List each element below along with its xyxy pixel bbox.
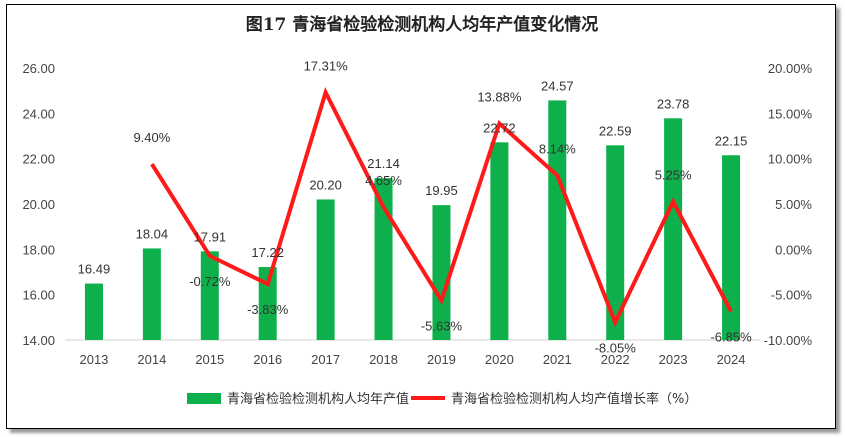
line-label-2015: -0.72% bbox=[189, 274, 231, 289]
x-tick-2024: 2024 bbox=[717, 352, 746, 367]
bar-2019 bbox=[432, 205, 451, 340]
bar-2017 bbox=[316, 199, 335, 340]
line-data-labels: 9.40% -0.72% -3.83% 17.31% 4.65% -5.63% 13.88%… bbox=[133, 58, 752, 355]
x-axis: 2013 2014 2015 2016 2017 2018 2019 2020 2021 2022… bbox=[79, 352, 745, 367]
bar-2023 bbox=[664, 118, 683, 340]
line-label-2019: -5.63% bbox=[421, 318, 463, 333]
bar-2015 bbox=[200, 251, 219, 340]
y-axis-left: 14.00 16.00 18.00 20.00 22.00 24.00 26.00 bbox=[22, 61, 55, 348]
growth-rate-line bbox=[150, 87, 733, 328]
x-tick-2021: 2021 bbox=[543, 352, 572, 367]
bar-2024 bbox=[722, 155, 741, 340]
bar-2016 bbox=[258, 267, 277, 340]
line-label-2016: -3.83% bbox=[247, 302, 289, 317]
bar-2013 bbox=[84, 283, 103, 340]
y-right-tick: -10.00% bbox=[764, 333, 813, 348]
y-left-tick: 26.00 bbox=[22, 61, 55, 76]
chart-frame bbox=[6, 4, 836, 429]
y-right-tick: 5.00% bbox=[775, 197, 812, 212]
x-tick-2015: 2015 bbox=[195, 352, 224, 367]
bar-label-2022: 22.59 bbox=[599, 123, 632, 138]
line-series bbox=[150, 87, 733, 328]
bar-2018 bbox=[374, 178, 393, 340]
y-right-tick: 15.00% bbox=[768, 106, 813, 121]
legend-line-label: 青海省检验检测机构人均产值增长率（%） bbox=[451, 391, 697, 407]
y-left-tick: 14.00 bbox=[22, 333, 55, 348]
x-tick-2013: 2013 bbox=[79, 352, 108, 367]
bar-label-2020: 22.72 bbox=[483, 120, 516, 135]
y-left-tick: 20.00 bbox=[22, 197, 55, 212]
x-tick-2018: 2018 bbox=[369, 352, 398, 367]
line-label-2024: -6.85% bbox=[710, 329, 752, 344]
line-label-2021: 8.14% bbox=[539, 142, 576, 157]
bar-label-2024: 22.15 bbox=[715, 133, 748, 148]
bar-2021 bbox=[548, 100, 567, 340]
x-tick-2020: 2020 bbox=[485, 352, 514, 367]
bar-data-labels: 16.49 18.04 17.91 17.22 20.20 21.14 19.95 22.72… bbox=[78, 78, 748, 276]
legend-bar-label: 青海省检验检测机构人均年产值 bbox=[227, 391, 409, 407]
x-tick-2022: 2022 bbox=[601, 352, 630, 367]
y-left-tick: 16.00 bbox=[22, 288, 55, 303]
y-left-tick: 24.00 bbox=[22, 106, 55, 121]
legend-bar-swatch bbox=[187, 393, 221, 404]
bar-series bbox=[84, 100, 741, 340]
line-label-2023: 5.25% bbox=[655, 168, 692, 183]
x-tick-2017: 2017 bbox=[311, 352, 340, 367]
y-left-tick: 22.00 bbox=[22, 152, 55, 167]
bar-2022 bbox=[606, 145, 625, 340]
y-right-tick: 10.00% bbox=[768, 152, 813, 167]
bar-label-2018: 21.14 bbox=[367, 156, 400, 171]
x-tick-2016: 2016 bbox=[253, 352, 282, 367]
bar-label-2017: 20.20 bbox=[309, 177, 342, 192]
line-label-2022: -8.05% bbox=[595, 340, 637, 355]
bar-label-2021: 24.57 bbox=[541, 78, 574, 93]
bar-label-2015: 17.91 bbox=[194, 229, 227, 244]
line-label-2018: 4.65% bbox=[365, 173, 402, 188]
bar-label-2013: 16.49 bbox=[78, 262, 111, 277]
line-label-2020: 13.88% bbox=[477, 89, 522, 104]
x-tick-2019: 2019 bbox=[427, 352, 456, 367]
bar-label-2014: 18.04 bbox=[136, 226, 169, 241]
y-axis-right: -10.00% -5.00% 0.00% 5.00% 10.00% 15.00% 20.00… bbox=[764, 61, 813, 348]
bar-label-2019: 19.95 bbox=[425, 183, 458, 198]
y-right-tick: 20.00% bbox=[768, 61, 813, 76]
legend: 青海省检验检测机构人均年产值 青海省检验检测机构人均产值增长率（%） bbox=[187, 391, 697, 407]
bar-2020 bbox=[490, 142, 509, 340]
x-tick-2023: 2023 bbox=[659, 352, 688, 367]
line-label-2017: 17.31% bbox=[304, 58, 349, 73]
line-label-2014: 9.40% bbox=[133, 130, 170, 145]
y-right-tick: 0.00% bbox=[775, 242, 812, 257]
bar-label-2016: 17.22 bbox=[251, 245, 284, 260]
chart-title: 图17 青海省检验检测机构人均年产值变化情况 bbox=[246, 14, 599, 35]
bar-label-2023: 23.78 bbox=[657, 96, 690, 111]
y-left-tick: 18.00 bbox=[22, 242, 55, 257]
y-right-tick: -5.00% bbox=[771, 288, 813, 303]
x-tick-2014: 2014 bbox=[137, 352, 166, 367]
bar-2014 bbox=[142, 248, 161, 340]
